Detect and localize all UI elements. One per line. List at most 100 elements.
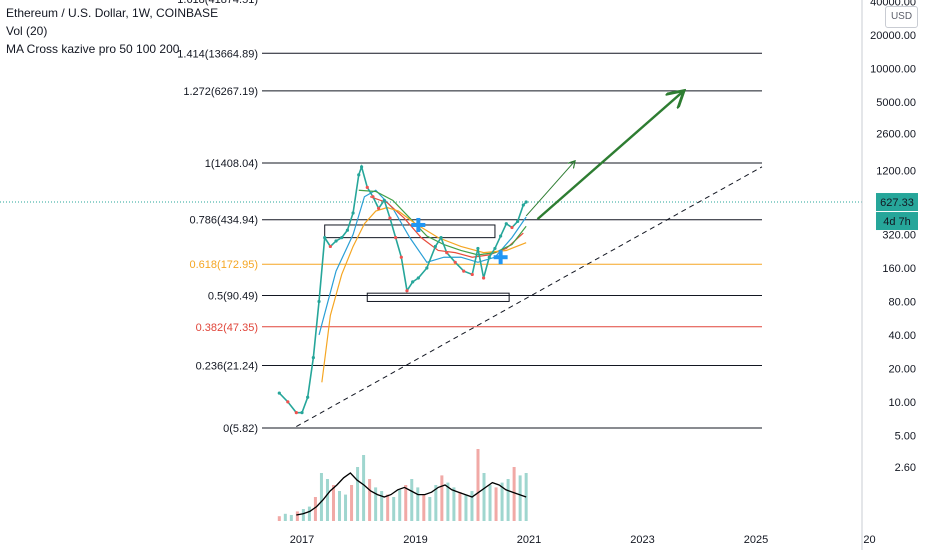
- indicator-volume-label[interactable]: Vol (20): [6, 24, 48, 38]
- price-tick-label: 5.00: [895, 430, 916, 442]
- price-point: [351, 211, 355, 215]
- volume-bar: [494, 487, 498, 521]
- price-point: [323, 236, 327, 240]
- price-tick-label: 20000.00: [870, 30, 916, 42]
- volume-ma-line: [296, 472, 527, 516]
- price-point: [294, 411, 298, 415]
- price-point: [453, 260, 457, 264]
- volume-bar: [470, 491, 474, 521]
- price-tick-label: 20.00: [888, 363, 916, 375]
- volume-bar: [380, 491, 384, 521]
- price-line: [278, 164, 527, 414]
- volume-bar: [506, 479, 510, 521]
- fib-level-label: 0.786(434.94): [190, 215, 259, 227]
- support-zone-rect: [366, 292, 510, 302]
- last-price-badge: [876, 193, 918, 212]
- price-point: [328, 244, 332, 249]
- ma-line: [321, 206, 527, 383]
- price-point: [317, 299, 321, 304]
- price-point: [487, 255, 491, 259]
- price-point: [306, 395, 310, 399]
- volume-bar: [518, 475, 522, 521]
- price-tick-label: 2600.00: [876, 128, 916, 140]
- fib-level-label: 0.5(90.49): [208, 291, 258, 303]
- fib-level-label: 1.618(41874.51): [177, 0, 258, 6]
- price-point: [359, 165, 364, 169]
- volume-bar: [356, 467, 360, 521]
- price-point: [499, 234, 503, 238]
- price-point: [277, 391, 281, 395]
- volume-bar: [488, 485, 492, 521]
- volume-bar: [428, 497, 432, 521]
- dashed-trendline: [296, 166, 763, 427]
- last-price-label: 627.33: [880, 197, 914, 209]
- price-point: [476, 246, 480, 251]
- volume-bar: [350, 485, 354, 521]
- price-point: [399, 255, 403, 259]
- price-point: [300, 411, 304, 415]
- time-tick-label: 2023: [630, 534, 654, 546]
- price-point: [286, 400, 290, 404]
- price-line-layer: [0, 164, 862, 415]
- main-projection-arrow: [536, 92, 683, 221]
- volume-bar: [500, 482, 504, 521]
- price-axis: 90000.0040000.0020000.0010000.005000.002…: [861, 0, 918, 550]
- time-tick-label: 2021: [517, 534, 541, 546]
- price-tick-label: 40000.00: [870, 0, 916, 8]
- volume-bar: [319, 473, 323, 521]
- price-point: [524, 200, 528, 204]
- price-point: [311, 356, 315, 360]
- price-point: [425, 266, 429, 270]
- price-tick-label: 2.60: [895, 462, 916, 474]
- volume-bar: [344, 494, 348, 521]
- volume-bar: [446, 482, 450, 521]
- price-point: [521, 203, 525, 207]
- fib-level-label: 1.414(13664.89): [177, 48, 258, 60]
- volume-bar: [434, 485, 438, 521]
- time-axis: 2017 2019 2021 2023 2025 20: [290, 534, 876, 546]
- volume-bar: [313, 497, 317, 521]
- price-point: [405, 289, 409, 293]
- volume-bar: [482, 473, 486, 521]
- price-point: [340, 236, 344, 240]
- fib-level-label: 0.236(21.24): [196, 360, 258, 372]
- price-point: [411, 280, 415, 284]
- currency-unit-button[interactable]: USD: [885, 6, 918, 28]
- volume-bar: [410, 479, 414, 521]
- volume-bar: [325, 479, 329, 521]
- volume-bar: [440, 475, 444, 521]
- price-point: [439, 236, 443, 240]
- ma-cross-marker: [416, 217, 421, 232]
- time-tick-label: 2019: [403, 534, 427, 546]
- volume-bar: [386, 494, 390, 521]
- resistance-zone-rect: [324, 224, 496, 239]
- price-point: [462, 269, 466, 273]
- price-point: [493, 246, 497, 251]
- fib-level-label: 0.618(172.95): [190, 259, 259, 271]
- price-tick-label: 1200.00: [876, 166, 916, 178]
- fib-levels: 1.618(41874.51) 1.414(13664.89) 1.272(6267…: [177, 0, 762, 435]
- price-point: [365, 185, 369, 189]
- price-tick-label: 5000.00: [876, 97, 916, 109]
- volume-bar: [362, 455, 366, 521]
- chart-title: Ethereum / U.S. Dollar, 1W, COINBASE: [6, 6, 219, 20]
- ma-lines: [318, 189, 527, 383]
- small-projection-arrow: [525, 162, 574, 217]
- volume-bar: [277, 516, 281, 521]
- volume-bar: [464, 494, 468, 521]
- time-tick-label: 2017: [290, 534, 314, 546]
- time-tick-label: 2025: [744, 534, 768, 546]
- indicator-ma-label[interactable]: MA Cross kazive pro 50 100 200: [6, 42, 180, 56]
- ma-line: [318, 189, 527, 336]
- price-tick-label: 80.00: [888, 296, 916, 308]
- price-point: [470, 272, 474, 277]
- volume-bar: [452, 487, 456, 521]
- volume-bar: [422, 494, 426, 521]
- price-point: [504, 222, 508, 226]
- price-point: [357, 173, 361, 177]
- price-point: [394, 236, 398, 240]
- time-tick-label: 20: [863, 534, 875, 546]
- volume-bar: [512, 467, 516, 521]
- volume-bar: [476, 449, 480, 521]
